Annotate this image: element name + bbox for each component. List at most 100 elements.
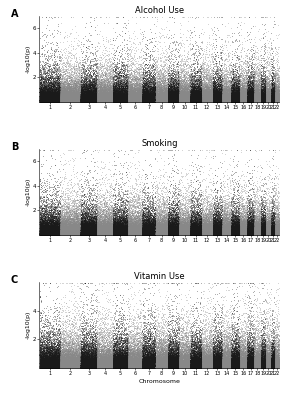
Point <box>99 362 103 369</box>
Point <box>49 232 53 238</box>
Point <box>89 230 93 237</box>
Point <box>45 88 50 94</box>
Point <box>81 364 86 370</box>
Point <box>225 363 229 369</box>
Point <box>49 94 53 100</box>
Point <box>41 224 45 230</box>
Point <box>237 356 242 362</box>
Point <box>247 230 252 236</box>
Point <box>236 230 240 236</box>
Point <box>222 364 227 371</box>
Point <box>153 213 157 219</box>
Point <box>114 354 118 361</box>
Point <box>225 357 229 363</box>
Point <box>74 232 78 238</box>
Point <box>103 360 107 366</box>
Point <box>239 97 244 103</box>
Point <box>106 96 110 103</box>
Point <box>240 94 245 100</box>
Point <box>256 364 260 371</box>
Point <box>116 226 121 232</box>
Point <box>54 362 58 368</box>
Point <box>130 361 134 367</box>
Point <box>212 98 217 104</box>
Point <box>276 362 280 368</box>
Point <box>146 354 150 361</box>
Point <box>180 230 185 237</box>
Point <box>64 232 68 238</box>
Point <box>55 364 60 370</box>
Point <box>155 361 159 367</box>
Point <box>197 219 201 225</box>
Point <box>201 364 205 370</box>
Point <box>120 97 125 104</box>
Point <box>49 96 54 103</box>
Point <box>222 229 226 236</box>
Point <box>125 304 130 311</box>
Point <box>222 360 227 366</box>
Point <box>250 230 254 237</box>
Point <box>221 95 225 102</box>
Point <box>112 220 116 227</box>
Point <box>109 231 114 238</box>
Point <box>179 360 183 366</box>
Point <box>108 230 113 236</box>
Point <box>125 362 129 369</box>
Point <box>77 64 82 70</box>
Point <box>44 364 48 371</box>
Point <box>215 215 220 221</box>
Point <box>114 364 118 370</box>
Point <box>232 230 237 236</box>
Point <box>43 231 48 237</box>
Point <box>63 231 68 238</box>
Point <box>241 232 245 238</box>
Point <box>102 365 107 371</box>
Point <box>152 360 157 366</box>
Point <box>235 335 240 341</box>
Point <box>58 93 63 100</box>
Point <box>99 91 103 98</box>
Point <box>252 230 256 236</box>
Point <box>169 96 174 102</box>
Point <box>153 222 157 228</box>
Point <box>272 365 276 371</box>
Point <box>226 363 230 369</box>
Point <box>76 94 80 100</box>
Point <box>56 360 61 366</box>
Point <box>276 225 281 232</box>
Point <box>97 231 102 238</box>
Point <box>162 98 166 104</box>
Point <box>65 86 69 92</box>
Point <box>157 231 162 238</box>
Point <box>230 365 235 371</box>
Point <box>148 229 153 236</box>
Point <box>95 97 100 103</box>
Point <box>55 230 60 236</box>
Point <box>211 231 215 238</box>
Point <box>162 358 166 364</box>
Point <box>237 94 242 101</box>
Point <box>135 55 139 61</box>
Point <box>116 360 121 366</box>
Point <box>48 364 52 371</box>
Point <box>157 92 161 98</box>
Point <box>100 97 105 104</box>
Point <box>88 209 92 216</box>
Point <box>205 98 210 105</box>
Point <box>252 346 257 352</box>
Point <box>66 353 70 360</box>
Point <box>103 359 108 365</box>
Point <box>270 89 275 96</box>
Point <box>184 96 189 103</box>
Point <box>266 356 270 362</box>
Point <box>171 362 176 368</box>
Point <box>260 91 265 97</box>
Point <box>109 359 114 366</box>
Point <box>49 232 53 238</box>
Point <box>234 351 239 358</box>
Point <box>134 97 138 103</box>
Point <box>84 226 89 232</box>
Point <box>49 222 54 228</box>
Point <box>263 96 267 103</box>
Point <box>214 364 219 370</box>
